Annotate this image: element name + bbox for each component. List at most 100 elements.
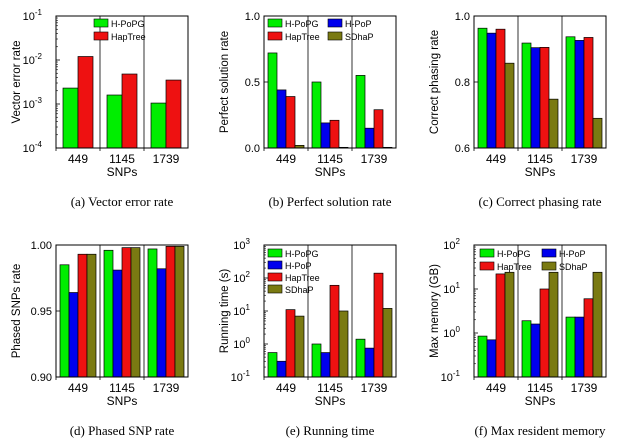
y-axis-title: Running time (s) [219,269,231,354]
x-tick-label: 1739 [571,152,598,166]
chart-panel-4: 0.90 0.95 1.00 449 1145 1739 SNPs Phased SNPs r… [11,240,189,438]
bar-haptree-1145 [329,119,340,149]
bar-haptree-1739 [373,272,384,378]
y-tick-label: 103 [233,237,250,252]
bar-h-popg-1145 [106,94,123,149]
bar-h-pop-1145 [530,323,541,378]
legend-label: HapTree [285,273,320,283]
y-tick-label: 10-4 [23,140,43,155]
y-tick-label: 102 [443,237,460,252]
x-axis-title: SNPs [107,165,138,179]
legend-swatch-h-popg [267,248,283,258]
bar-h-popg-1145 [521,42,532,149]
legend-swatch-h-pop [541,248,557,258]
bar-sdhap-1145 [548,98,559,149]
bar-sdhap-449 [294,315,305,378]
y-tick-label: 101 [233,303,250,318]
bar-h-pop-1739 [574,40,585,149]
bar-haptree-449 [77,253,88,378]
panel-caption: (f) Max resident memory [474,423,606,438]
panel-caption: (a) Vector error rate [71,194,174,209]
legend-label: H-PoPG [285,19,319,29]
bar-haptree-449 [495,28,506,149]
x-tick-label: 1145 [317,381,343,395]
panel-caption: (b) Perfect solution rate [268,194,391,209]
y-tick-label: 1.00 [31,240,52,252]
x-tick-label: 449 [276,381,296,395]
bar-h-pop-449 [276,360,287,378]
bar-h-popg-1739 [565,36,576,149]
bar-haptree-1739 [583,37,594,149]
y-tick-label: 10-1 [23,8,43,23]
bar-haptree-449 [285,96,296,149]
legend-swatch-haptree [93,31,109,41]
legend-label: H-PoP [559,249,586,259]
bar-sdhap-1145 [548,271,559,378]
x-tick-label: 1145 [109,152,135,166]
legend: H-PoPG H-PoP HapTree SDhaP [479,248,588,272]
legend-label: HapTree [285,32,320,42]
bar-sdhap-1739 [382,308,393,378]
x-tick-label: 1145 [527,152,553,166]
bar-haptree-1739 [373,109,384,149]
y-tick-label: 10-1 [231,369,251,384]
legend-swatch-haptree [267,272,283,282]
bar-sdhap-449 [86,253,97,378]
x-tick-label: 449 [68,152,88,166]
bar-h-pop-449 [486,32,497,149]
bar-haptree-1739 [165,245,176,378]
y-tick-label: 100 [233,336,250,351]
plot-frame [473,244,607,378]
x-tick-label: 449 [68,381,88,395]
legend: H-PoPG H-PoP HapTree SDhaP [267,248,320,295]
bar-sdhap-1145 [130,247,141,378]
plot-frame [55,15,189,149]
bar-h-popg-1145 [311,81,322,149]
legend-swatch-sdhap [267,284,283,294]
chart-panel-2: 0.0 0.5 1.0 449 1145 1739 SNPs Perfect solution… [219,11,397,209]
legend-label: HapTree [497,262,532,272]
chart-panel-1: 10-1 10-2 10-3 10-4 449 1145 1739 SNPs Vector er… [11,8,189,209]
y-tick-label: 0.5 [245,77,260,89]
y-tick-label: 0.95 [31,306,52,318]
bar-h-pop-1739 [156,268,167,378]
bar-sdhap-449 [504,271,515,378]
panel-caption: (d) Phased SNP rate [70,423,175,438]
bar-haptree-449 [285,309,296,378]
chart-panel-6: 10-1 100 101 102 449 1145 1739 SNPs Max memory (… [429,237,607,438]
y-tick-label: 101 [443,281,460,296]
legend-swatch-h-popg [93,18,109,28]
bar-h-pop-1145 [320,122,331,149]
y-axis-title: Correct phasing rate [429,30,441,134]
legend-label: H-PoPG [111,19,145,29]
bar-h-pop-449 [276,89,287,149]
bar-haptree-1145 [121,247,132,378]
x-tick-label: 1739 [361,152,388,166]
chart-panel-3: 0.6 0.8 1.0 449 1145 1739 SNPs Correct phasing … [429,11,607,209]
x-tick-label: 1739 [571,381,598,395]
x-tick-label: 1739 [153,381,180,395]
x-tick-label: 1145 [109,381,135,395]
x-tick-label: 1739 [361,381,388,395]
legend-label: H-PoPG [497,249,531,259]
y-tick-label: 10-3 [23,96,43,111]
legend-swatch-haptree [479,261,495,271]
bar-haptree-1145 [539,288,550,378]
bar-h-popg-1739 [150,102,167,149]
y-axis-title: Phased SNPs rate [11,264,23,359]
x-axis-title: SNPs [107,394,138,408]
bar-haptree-1145 [329,284,340,378]
x-tick-label: 449 [486,381,506,395]
bar-haptree-1739 [583,298,594,378]
bar-sdhap-1739 [174,245,185,378]
x-axis-title: SNPs [315,165,346,179]
bar-h-popg-1739 [355,338,366,378]
legend-label: H-PoP [285,261,312,271]
bar-h-pop-1739 [364,347,375,378]
y-axis-title: Vector error rate [11,40,23,123]
x-axis-title: SNPs [525,394,556,408]
bar-sdhap-1145 [338,310,349,378]
panel-caption: (c) Correct phasing rate [478,194,601,209]
bar-haptree-1739 [165,79,182,149]
